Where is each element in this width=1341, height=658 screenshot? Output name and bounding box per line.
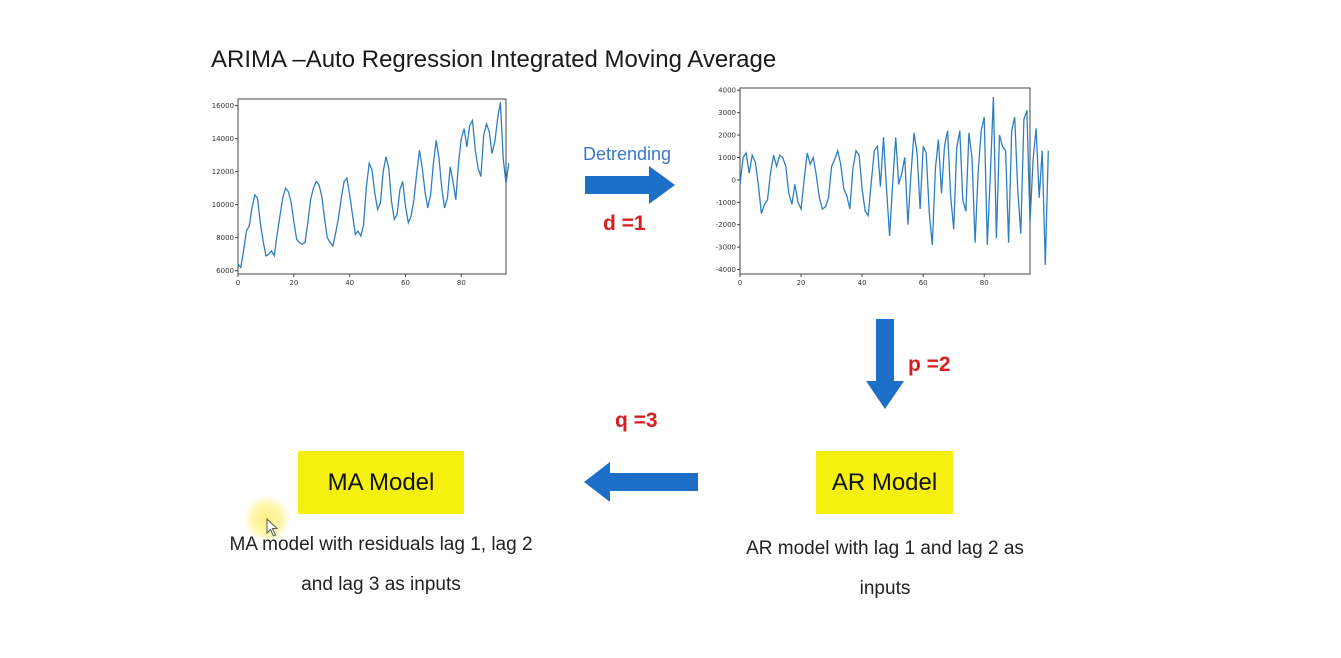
series-line <box>739 96 1049 266</box>
y-tick-label: 10000 <box>212 201 234 209</box>
x-tick-label: 60 <box>919 279 928 287</box>
y-tick-label: -1000 <box>716 199 736 207</box>
ma-model-caption: MA model with residuals lag 1, lag 2 and… <box>196 525 566 605</box>
left-arrow-icon <box>584 462 698 502</box>
right-arrow-icon <box>585 166 675 204</box>
ar-caption-line-2: inputs <box>859 578 911 599</box>
y-tick-label: -4000 <box>716 266 736 274</box>
ma-caption-line-1: MA model with residuals lag 1, lag 2 <box>229 534 533 555</box>
mouse-pointer-icon <box>266 517 279 537</box>
x-tick-label: 20 <box>797 279 806 287</box>
p-parameter-label: p =2 <box>908 353 951 376</box>
x-tick-label: 0 <box>236 279 240 287</box>
x-tick-label: 80 <box>980 279 989 287</box>
detrending-label: Detrending <box>583 144 672 164</box>
down-arrow-icon <box>866 319 904 409</box>
x-tick-label: 40 <box>345 279 354 287</box>
ar-caption-line-1: AR model with lag 1 and lag 2 as <box>746 538 1024 559</box>
d-parameter-label: d =1 <box>603 212 646 235</box>
y-tick-label: -3000 <box>716 244 736 252</box>
x-tick-label: 60 <box>401 279 410 287</box>
ma-model-box: MA Model <box>298 451 464 514</box>
ar-model-caption: AR model with lag 1 and lag 2 as inputs <box>715 529 1055 609</box>
plot-frame <box>739 87 1031 275</box>
y-tick-label: 12000 <box>212 168 234 176</box>
x-tick-label: 0 <box>738 279 742 287</box>
x-tick-label: 80 <box>457 279 466 287</box>
y-tick-label: 4000 <box>718 87 736 95</box>
y-tick-label: -2000 <box>716 221 736 229</box>
q-parameter-label: q =3 <box>615 409 658 432</box>
x-tick-label: 40 <box>858 279 867 287</box>
page-title: ARIMA –Auto Regression Integrated Moving… <box>211 46 777 73</box>
ma-caption-line-2: and lag 3 as inputs <box>301 574 461 595</box>
original-series-chart: 6000 8000 10000 12000 14000 16000 0 20 40 60 80 <box>212 98 510 287</box>
y-tick-label: 2000 <box>718 132 736 140</box>
plot-frame <box>237 98 507 275</box>
series-line <box>237 102 510 269</box>
y-tick-label: 8000 <box>216 234 234 242</box>
y-tick-label: 14000 <box>212 135 234 143</box>
y-tick-label: 6000 <box>216 267 234 275</box>
y-tick-label: 0 <box>732 176 736 184</box>
y-tick-label: 3000 <box>718 109 736 117</box>
x-tick-label: 20 <box>289 279 298 287</box>
ar-model-box: AR Model <box>816 451 953 514</box>
y-tick-label: 1000 <box>718 154 736 162</box>
y-tick-label: 16000 <box>212 102 234 110</box>
